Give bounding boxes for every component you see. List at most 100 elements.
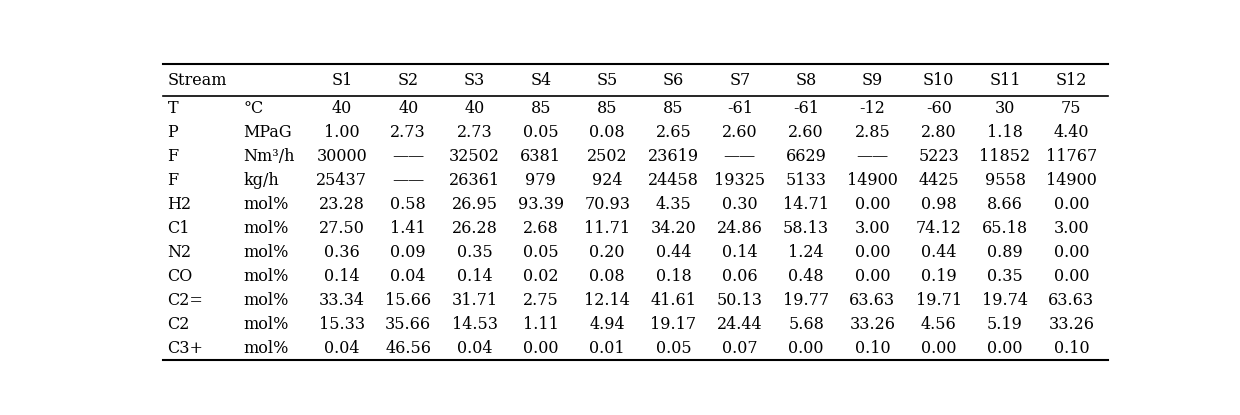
Text: 0.05: 0.05	[523, 124, 559, 141]
Text: 0.04: 0.04	[391, 268, 427, 285]
Text: 33.26: 33.26	[849, 316, 895, 333]
Text: F: F	[167, 148, 179, 165]
Text: 0.10: 0.10	[854, 340, 890, 357]
Text: 30000: 30000	[316, 148, 367, 165]
Text: ——: ——	[724, 148, 756, 165]
Text: 0.00: 0.00	[854, 268, 890, 285]
Text: 35.66: 35.66	[386, 316, 432, 333]
Text: -61: -61	[727, 100, 753, 117]
Text: 924: 924	[591, 172, 622, 189]
Text: 5223: 5223	[919, 148, 959, 165]
Text: S4: S4	[531, 72, 552, 89]
Text: 2.68: 2.68	[523, 220, 559, 237]
Text: 0.19: 0.19	[921, 268, 956, 285]
Text: 24458: 24458	[649, 172, 699, 189]
Text: 58.13: 58.13	[782, 220, 830, 237]
Text: 34.20: 34.20	[651, 220, 697, 237]
Text: 26361: 26361	[449, 172, 500, 189]
Text: 19.17: 19.17	[651, 316, 697, 333]
Text: 0.02: 0.02	[523, 268, 558, 285]
Text: 0.04: 0.04	[324, 340, 360, 357]
Text: 14.71: 14.71	[784, 196, 830, 213]
Text: 6381: 6381	[521, 148, 562, 165]
Text: P: P	[167, 124, 179, 141]
Text: 0.09: 0.09	[391, 244, 427, 261]
Text: 24.86: 24.86	[717, 220, 763, 237]
Text: 4.94: 4.94	[589, 316, 625, 333]
Text: 0.48: 0.48	[789, 268, 823, 285]
Text: mol%: mol%	[243, 316, 289, 333]
Text: ——: ——	[857, 148, 889, 165]
Text: 0.20: 0.20	[589, 244, 625, 261]
Text: 19.77: 19.77	[782, 292, 830, 309]
Text: S3: S3	[464, 72, 485, 89]
Text: Nm³/h: Nm³/h	[243, 148, 295, 165]
Text: 1.00: 1.00	[324, 124, 360, 141]
Text: S5: S5	[596, 72, 618, 89]
Text: 1.11: 1.11	[523, 316, 559, 333]
Text: 0.00: 0.00	[1054, 196, 1089, 213]
Text: 4.56: 4.56	[921, 316, 956, 333]
Text: 0.08: 0.08	[589, 268, 625, 285]
Text: S6: S6	[663, 72, 684, 89]
Text: 65.18: 65.18	[982, 220, 1028, 237]
Text: 14.53: 14.53	[451, 316, 497, 333]
Text: mol%: mol%	[243, 196, 289, 213]
Text: 5.19: 5.19	[987, 316, 1023, 333]
Text: 2.85: 2.85	[854, 124, 890, 141]
Text: 14900: 14900	[847, 172, 898, 189]
Text: 75: 75	[1061, 100, 1081, 117]
Text: 85: 85	[663, 100, 683, 117]
Text: 0.00: 0.00	[1054, 244, 1089, 261]
Text: 2.60: 2.60	[722, 124, 758, 141]
Text: 1.41: 1.41	[391, 220, 427, 237]
Text: 979: 979	[526, 172, 557, 189]
Text: 19325: 19325	[714, 172, 765, 189]
Text: 0.00: 0.00	[921, 340, 956, 357]
Text: S1: S1	[331, 72, 352, 89]
Text: 0.89: 0.89	[987, 244, 1023, 261]
Text: 15.66: 15.66	[386, 292, 432, 309]
Text: 74.12: 74.12	[916, 220, 962, 237]
Text: 4.40: 4.40	[1054, 124, 1089, 141]
Text: 1.18: 1.18	[987, 124, 1023, 141]
Text: 2.65: 2.65	[656, 124, 692, 141]
Text: 0.44: 0.44	[656, 244, 691, 261]
Text: S11: S11	[990, 72, 1021, 89]
Text: 8.66: 8.66	[987, 196, 1023, 213]
Text: 85: 85	[596, 100, 618, 117]
Text: 3.00: 3.00	[854, 220, 890, 237]
Text: C1: C1	[167, 220, 190, 237]
Text: 23.28: 23.28	[319, 196, 365, 213]
Text: 0.01: 0.01	[589, 340, 625, 357]
Text: 0.08: 0.08	[589, 124, 625, 141]
Text: 0.05: 0.05	[656, 340, 691, 357]
Text: MPaG: MPaG	[243, 124, 293, 141]
Text: 0.00: 0.00	[854, 196, 890, 213]
Text: S7: S7	[729, 72, 750, 89]
Text: 26.28: 26.28	[451, 220, 497, 237]
Text: 33.34: 33.34	[319, 292, 365, 309]
Text: 31.71: 31.71	[451, 292, 497, 309]
Text: mol%: mol%	[243, 220, 289, 237]
Text: 4425: 4425	[919, 172, 959, 189]
Text: 2.73: 2.73	[456, 124, 492, 141]
Text: 30: 30	[994, 100, 1016, 117]
Text: kg/h: kg/h	[243, 172, 279, 189]
Text: 0.00: 0.00	[523, 340, 558, 357]
Text: mol%: mol%	[243, 268, 289, 285]
Text: 33.26: 33.26	[1048, 316, 1095, 333]
Text: 25437: 25437	[316, 172, 367, 189]
Text: C3+: C3+	[167, 340, 203, 357]
Text: ——: ——	[392, 148, 424, 165]
Text: mol%: mol%	[243, 340, 289, 357]
Text: 85: 85	[531, 100, 551, 117]
Text: 63.63: 63.63	[1048, 292, 1095, 309]
Text: 2502: 2502	[587, 148, 627, 165]
Text: 2.80: 2.80	[921, 124, 956, 141]
Text: 63.63: 63.63	[849, 292, 895, 309]
Text: -12: -12	[859, 100, 885, 117]
Text: S10: S10	[923, 72, 955, 89]
Text: 0.00: 0.00	[1054, 268, 1089, 285]
Text: 0.00: 0.00	[789, 340, 823, 357]
